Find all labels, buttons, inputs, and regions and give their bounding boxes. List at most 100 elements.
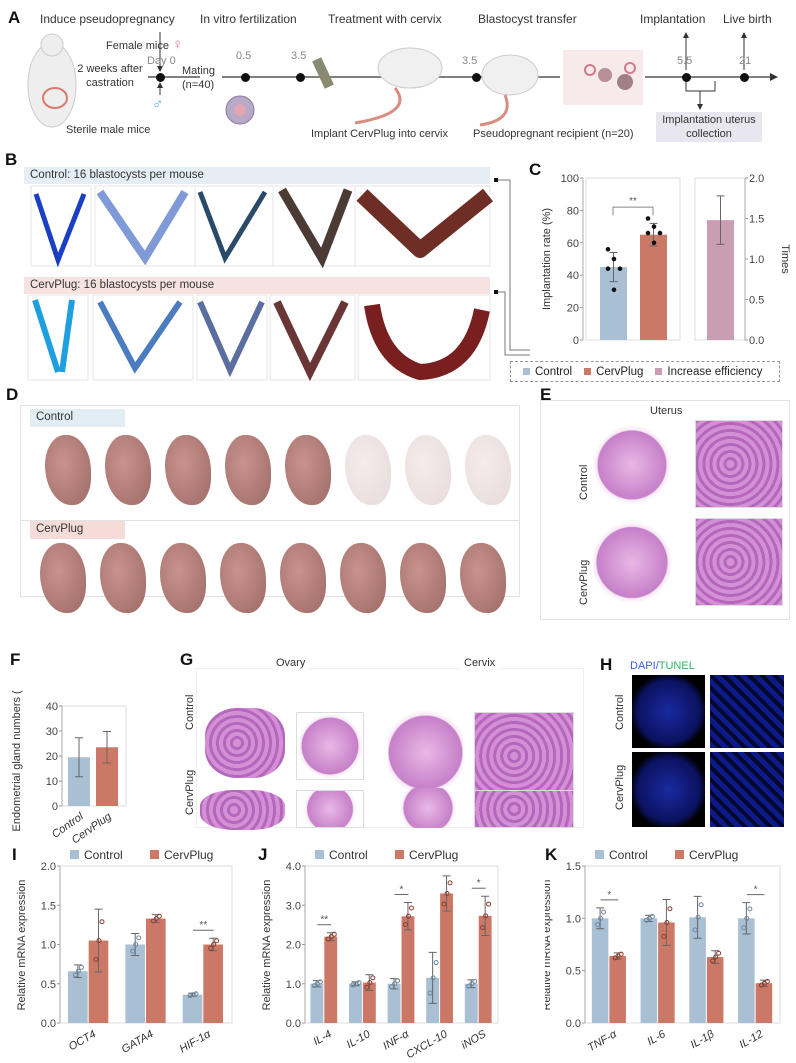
x-tick-label: IL-12 [737, 1028, 765, 1051]
bar-cervplug-error-bar [103, 731, 111, 764]
collection-box: Implantation uterus collection [656, 112, 762, 142]
y-axis-label: Relative mRNA expression [16, 880, 28, 1011]
y-tick-label: 20 [567, 303, 579, 315]
significance-label: * [607, 890, 611, 901]
bar-control [464, 983, 478, 1023]
control-uterus-photos [30, 185, 494, 269]
plot-frame [585, 177, 681, 341]
y-tick-label: 80 [567, 205, 579, 217]
legend-swatch-control [595, 850, 604, 859]
bar-cervplug [658, 922, 675, 1023]
legend-label-control: Control [535, 365, 573, 378]
data-point [392, 981, 398, 987]
data-point [605, 246, 611, 252]
bar-control [640, 918, 658, 1023]
panel-label-b: B [5, 150, 18, 169]
data-point [187, 993, 193, 999]
data-point [99, 919, 105, 925]
data-point [657, 230, 663, 236]
bar-cervplug-error-bar [209, 937, 218, 952]
x-tick-label: TNF-α [586, 1028, 620, 1054]
data-point [190, 992, 196, 998]
bar-cervplug-error-bar [403, 902, 412, 931]
data-point [328, 934, 334, 940]
data-point [136, 935, 142, 941]
data-point [483, 913, 489, 919]
sterile-male-label: Sterile male mice [66, 124, 151, 136]
data-point [150, 918, 156, 924]
y-tick-label: 2.0 [286, 940, 301, 952]
y-tick-label: 40 [46, 701, 58, 713]
data-point [350, 982, 356, 988]
control-pup [45, 435, 91, 505]
x-tick-label: IL-4 [311, 1028, 333, 1048]
legend-swatch-cervplug [395, 850, 404, 859]
bar-cervplug [96, 747, 118, 806]
cervplug-icon [312, 57, 334, 89]
data-point [405, 913, 411, 919]
data-point [744, 915, 750, 921]
data-point [75, 968, 81, 974]
data-point [214, 938, 220, 944]
uterus-photos [27, 178, 530, 382]
timeline-point-day0 [156, 73, 165, 82]
y-tick-label: 1.5 [41, 900, 56, 912]
pups-divider [20, 520, 520, 521]
control-pup [225, 435, 271, 505]
panel-label-h: H [600, 655, 613, 674]
stage-transfer: Blastocyst transfer [478, 12, 577, 26]
mouse-illustration-treatment [354, 47, 443, 125]
stain-separator: / [655, 660, 659, 672]
legend-label-cervplug: CervPlug [164, 850, 213, 862]
bar-control [182, 994, 203, 1023]
legend-swatch-control [315, 850, 324, 859]
data-point [480, 925, 486, 931]
y-tick-label: 100 [561, 173, 579, 185]
timeline-point-5.5 [682, 73, 691, 82]
data-point [364, 984, 370, 990]
bar-cervplug [706, 957, 724, 1023]
timeline-point-3.5-transfer [472, 73, 481, 82]
control-pup [165, 435, 211, 505]
bar-control [349, 983, 362, 1023]
legend-c: Control CervPlug Increase efficiency [510, 361, 780, 382]
panel-label-k: K [545, 845, 558, 864]
y-axis-label: Endometrial gland numbers (n) [11, 690, 23, 832]
data-point [710, 958, 716, 964]
data-point [601, 909, 607, 915]
bar-cervplug-error-bar [662, 898, 671, 947]
y-tick-label: 0 [52, 801, 58, 813]
y-tick-label: 1.5 [566, 861, 581, 873]
data-point [617, 266, 623, 272]
bar-cervplug [640, 234, 667, 340]
data-point [713, 954, 719, 960]
recipient-label: Pseudopregnant recipient (n=20) [473, 128, 634, 140]
legend-label-cervplug: CervPlug [409, 850, 458, 862]
bar-cervplug [324, 936, 338, 1023]
data-point [486, 901, 492, 907]
y-tick-label: 60 [567, 238, 579, 250]
y-tick-label: 1.0 [566, 913, 581, 925]
legend-swatch-control [70, 850, 79, 859]
x-tick-label: iNOS [459, 1028, 488, 1052]
uterus-histology-frame [540, 400, 790, 620]
castration-label: 2 weeks after castration [77, 63, 143, 89]
control-pup-missing [345, 435, 391, 505]
legend-label-control: Control [609, 850, 648, 862]
cervix-cervplug-overview [393, 788, 463, 828]
panel-label-f: F [10, 650, 21, 669]
timeline-point-3.5 [296, 73, 305, 82]
data-point [367, 980, 373, 986]
data-point [611, 287, 617, 293]
data-point [441, 901, 447, 907]
bar-increase-efficiency-error-bar [716, 195, 725, 245]
x-tick-label: IL-6 [645, 1028, 668, 1048]
data-point [692, 927, 698, 933]
tunel-label: TUNEL [658, 660, 695, 672]
cervix-control-overview [388, 705, 463, 800]
bar-cervplug-error-bar [94, 908, 103, 973]
chart-gene-expression-j: 0.0 1.0 2.0 3.0 4.0 Relative mRNA expression C… [262, 850, 499, 1061]
chart-gene-expression-k: 0.0 0.5 1.0 1.5 Relative mRNA expression Cont… [545, 850, 781, 1054]
data-point [605, 266, 611, 272]
bar-control [310, 983, 324, 1023]
